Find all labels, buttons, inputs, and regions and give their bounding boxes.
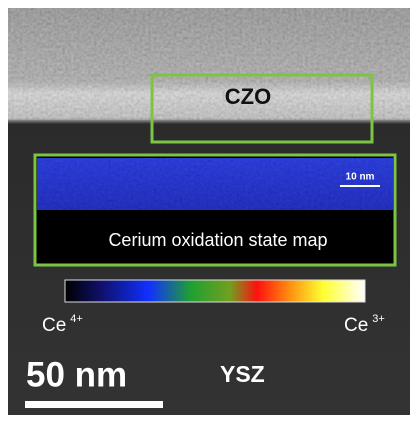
scale-bar-label: 50 nm	[26, 355, 127, 394]
region-label: CZO	[225, 84, 271, 109]
element: Ce	[42, 315, 66, 336]
inset-title: Cerium oxidation state map	[108, 230, 327, 250]
charge: 4+	[70, 313, 83, 325]
map-texture	[37, 158, 393, 210]
colorbar	[65, 280, 365, 302]
scale-bar	[25, 401, 163, 408]
element: Ce	[344, 315, 368, 336]
czo-texture	[8, 8, 410, 120]
inset-scale-label: 10 nm	[346, 172, 375, 183]
micrograph: CZO 10 nm Cerium oxidation state map Ce 4…	[0, 0, 419, 422]
substrate-label: YSZ	[220, 361, 265, 387]
charge: 3+	[372, 313, 385, 325]
